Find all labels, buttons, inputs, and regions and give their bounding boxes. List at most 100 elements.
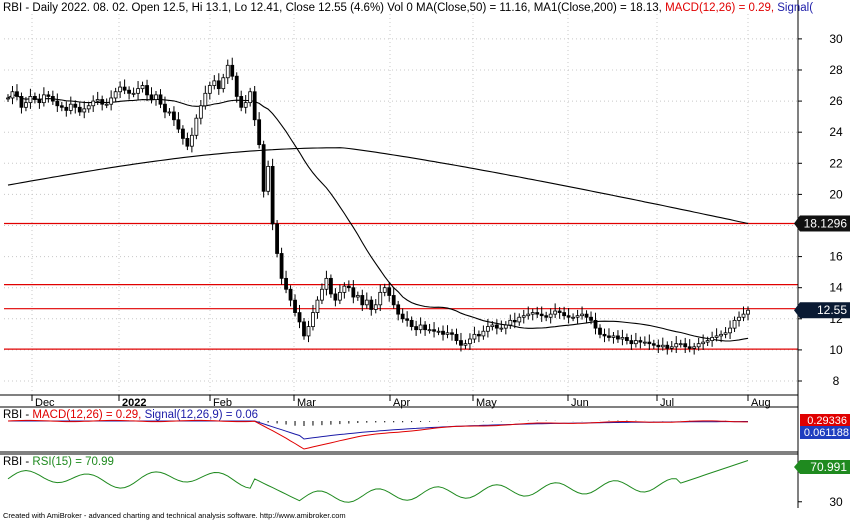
candle-body [692, 346, 697, 349]
candle-body [423, 324, 427, 331]
candle-body [714, 335, 719, 338]
candle-body [396, 304, 401, 315]
candle-body [499, 327, 504, 330]
candle-body [719, 333, 723, 337]
candle-body [387, 287, 392, 296]
candle-body [732, 319, 737, 329]
price-badge-label: 12.55 [817, 303, 847, 317]
candle-body [189, 134, 194, 147]
candle-body [373, 304, 378, 310]
candle-body [230, 64, 235, 77]
candle-body [37, 99, 42, 104]
candle-body [378, 291, 383, 306]
candle-body [414, 326, 419, 331]
rsi-line [7, 460, 749, 503]
candle-body [575, 315, 580, 318]
candle-body [55, 100, 60, 107]
candle-body [746, 309, 750, 315]
candle-body [216, 80, 221, 90]
candle-body [683, 343, 688, 348]
x-tick-label: Feb [213, 397, 232, 409]
candle-body [674, 343, 679, 348]
candle-body [163, 103, 167, 113]
candle-body [167, 111, 172, 114]
candle-body [306, 326, 311, 337]
macd-header-prefix: RBI - [3, 409, 33, 421]
candle-body [113, 91, 118, 99]
candle-body [154, 94, 158, 100]
macd-header-signal: Signal(12,26,9) = 0.06 [144, 409, 259, 421]
candle-body [194, 117, 199, 136]
candle-body [127, 89, 131, 94]
y-tick-label: 24 [829, 125, 843, 139]
candle-body [24, 102, 28, 108]
candle-body [687, 346, 692, 349]
grid [4, 14, 798, 395]
footer-credit: Created with AmiBroker - advanced charti… [3, 511, 346, 520]
candle-body [19, 96, 24, 108]
candle-body [149, 94, 154, 100]
candle-body [302, 321, 306, 337]
candle-body [494, 324, 499, 329]
candle-body [234, 75, 239, 97]
candle-body [660, 344, 665, 348]
candle-body [324, 277, 329, 290]
candle-body [611, 335, 616, 338]
y-tick-label: 22 [829, 156, 843, 170]
candle-body [122, 86, 127, 91]
candle-body [118, 86, 123, 93]
candle-body [678, 343, 683, 346]
candle-body [82, 108, 87, 113]
candle-body [221, 77, 226, 90]
x-tick-label: 2022 [122, 397, 146, 409]
candles [6, 57, 750, 355]
candle-body [728, 327, 732, 334]
candle-body [355, 295, 360, 298]
header-ma: MA(Close,50) = 11.16, [415, 2, 534, 14]
candle-body [620, 337, 625, 340]
candle-body [405, 318, 410, 321]
candle-body [95, 99, 100, 102]
candle-body [261, 144, 266, 192]
price-badge-pointer [794, 215, 800, 232]
candle-body [669, 346, 674, 349]
candle-body [320, 288, 324, 301]
candle-body [512, 319, 517, 323]
x-tick-label: Mar [297, 397, 316, 409]
macd-badge-bg [800, 414, 850, 427]
ma50-line [7, 94, 749, 342]
candle-body [656, 344, 661, 348]
y-tick-label: 8 [833, 374, 840, 388]
candle-body [297, 312, 302, 323]
macd-badge-label: 0.29336 [807, 415, 847, 427]
candle-body [539, 313, 544, 317]
candle-body [710, 337, 715, 341]
candle-body [571, 316, 575, 319]
rsi-badge-bg [800, 460, 850, 474]
x-tick-label: Jul [660, 397, 674, 409]
candle-body [333, 293, 338, 301]
candle-body [723, 332, 728, 335]
header-ma1: MA1(Close,200) = 18.13, [533, 2, 666, 14]
candle-body [607, 335, 611, 338]
y-tick-label: 26 [829, 94, 843, 108]
candle-body [185, 138, 190, 147]
candle-body [705, 340, 710, 343]
candle-body [6, 97, 10, 100]
candle-body [436, 330, 441, 333]
candle-body [10, 91, 15, 99]
rsi-badge-label: 70.991 [810, 460, 847, 474]
candle-body [737, 316, 741, 321]
ma200-line [7, 147, 749, 225]
candle-body [481, 330, 486, 337]
candle-body [33, 96, 37, 100]
axes: 81012141618202224262830Dec2022FebMarAprM… [0, 0, 850, 508]
candle-body [100, 99, 105, 105]
candle-body [28, 96, 33, 104]
candle-body [270, 165, 275, 225]
candle-body [544, 315, 549, 318]
rsi-header-prefix: RBI - [3, 456, 33, 468]
candle-body [176, 119, 181, 130]
price-badge-label: 18.1296 [804, 216, 848, 230]
